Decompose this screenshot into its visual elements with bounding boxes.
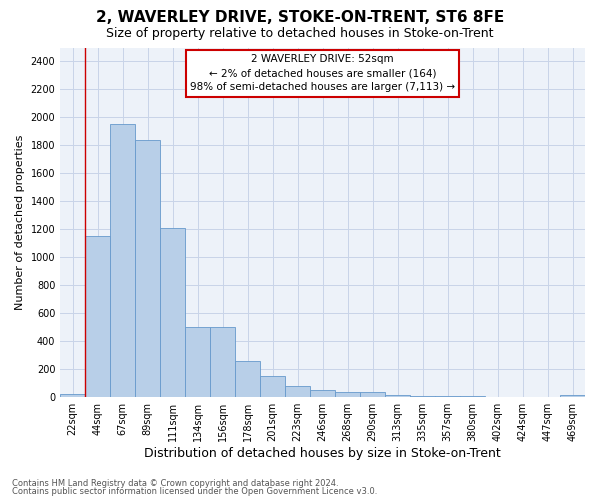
Text: 2 WAVERLEY DRIVE: 52sqm
← 2% of detached houses are smaller (164)
98% of semi-de: 2 WAVERLEY DRIVE: 52sqm ← 2% of detached… xyxy=(190,54,455,92)
Text: Size of property relative to detached houses in Stoke-on-Trent: Size of property relative to detached ho… xyxy=(106,28,494,40)
Bar xyxy=(510,396,535,397)
Text: 2, WAVERLEY DRIVE, STOKE-ON-TRENT, ST6 8FE: 2, WAVERLEY DRIVE, STOKE-ON-TRENT, ST6 8… xyxy=(96,10,504,25)
Bar xyxy=(85,236,110,397)
Text: Contains public sector information licensed under the Open Government Licence v3: Contains public sector information licen… xyxy=(12,487,377,496)
Bar xyxy=(335,392,360,397)
Bar xyxy=(360,392,385,397)
X-axis label: Distribution of detached houses by size in Stoke-on-Trent: Distribution of detached houses by size … xyxy=(144,447,501,460)
Y-axis label: Number of detached properties: Number of detached properties xyxy=(15,134,25,310)
Bar xyxy=(310,390,335,397)
Bar xyxy=(185,326,210,397)
Bar xyxy=(410,396,435,397)
Bar xyxy=(60,394,85,397)
Bar xyxy=(435,396,460,397)
Bar xyxy=(560,394,585,397)
Bar xyxy=(535,396,560,397)
Bar xyxy=(160,228,185,397)
Text: Contains HM Land Registry data © Crown copyright and database right 2024.: Contains HM Land Registry data © Crown c… xyxy=(12,478,338,488)
Bar xyxy=(110,124,135,397)
Bar xyxy=(460,396,485,397)
Bar xyxy=(385,394,410,397)
Bar xyxy=(210,326,235,397)
Bar xyxy=(485,396,510,397)
Bar xyxy=(260,376,285,397)
Bar xyxy=(235,361,260,397)
Bar xyxy=(135,140,160,397)
Bar xyxy=(285,386,310,397)
